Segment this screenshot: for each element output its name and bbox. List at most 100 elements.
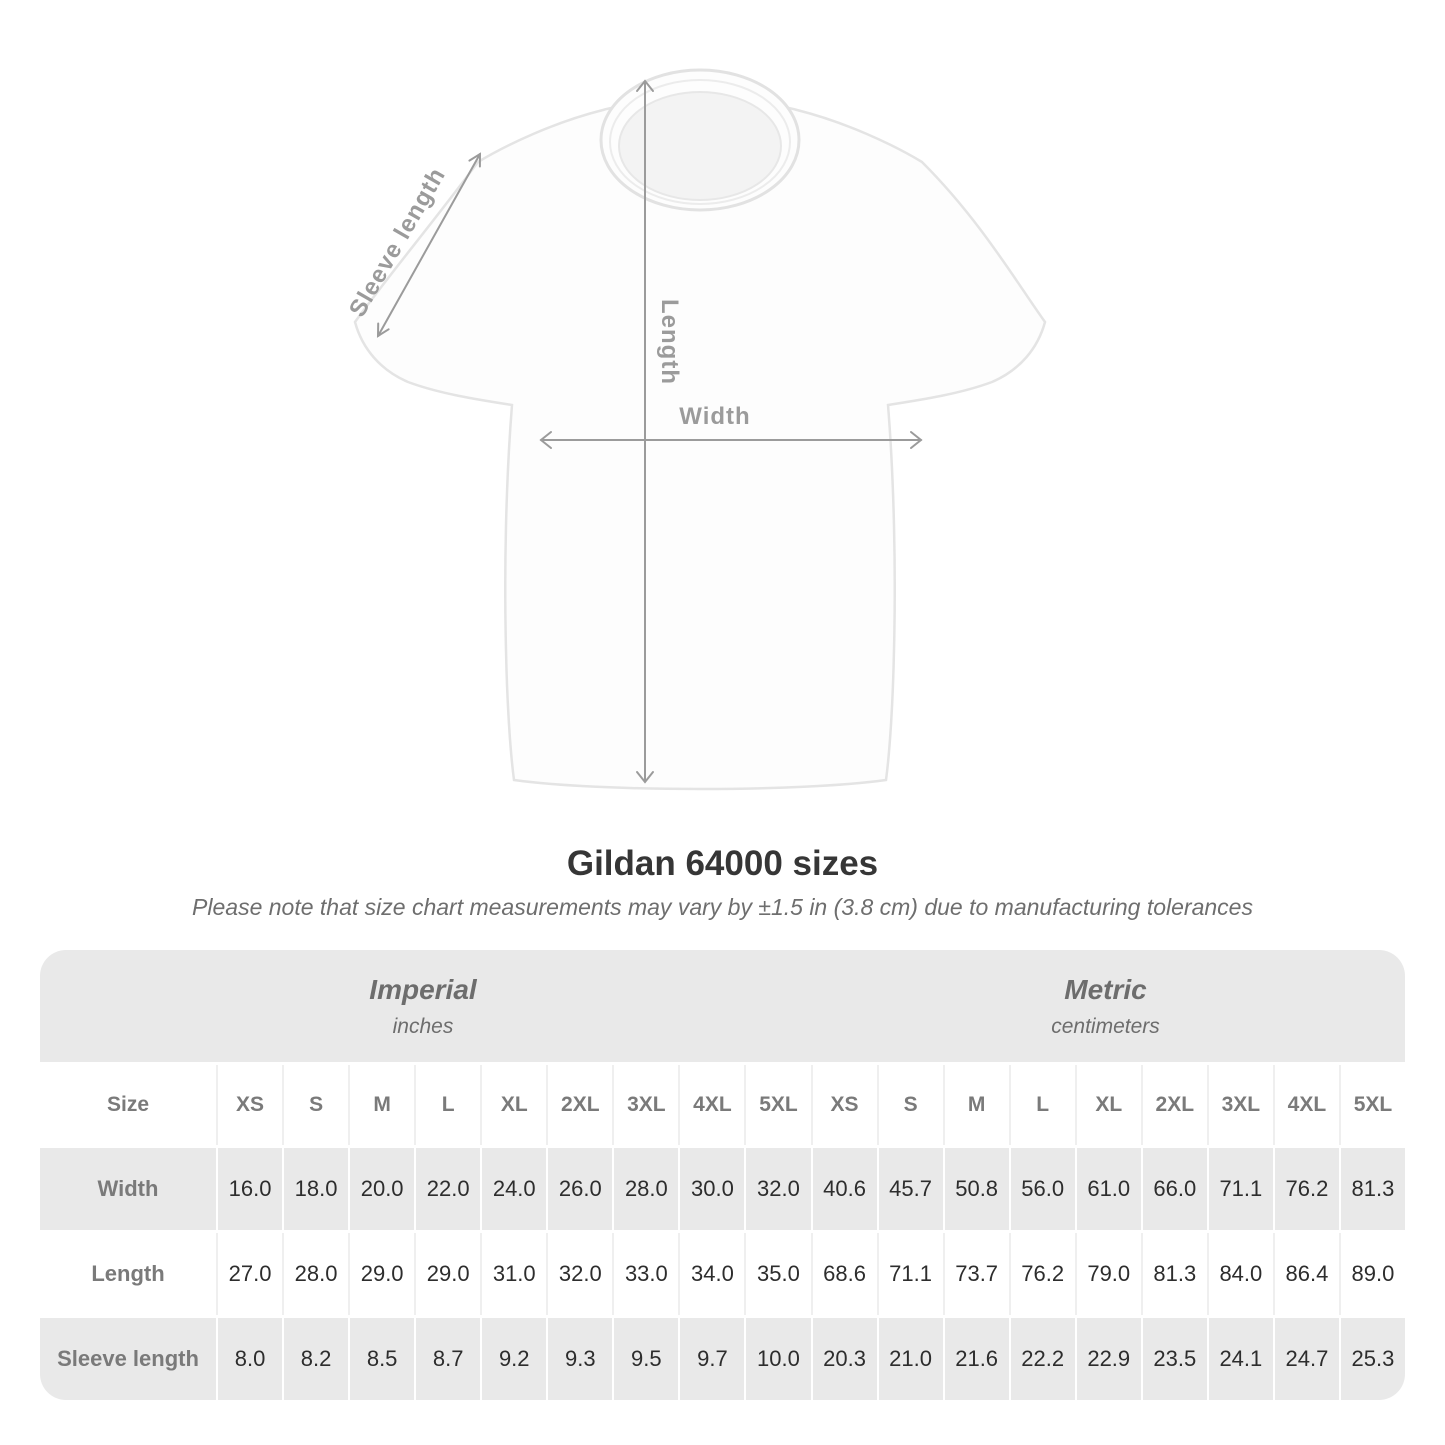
row-label: Sleeve length bbox=[40, 1318, 216, 1400]
size-col-header: M bbox=[350, 1065, 415, 1145]
value-cell: 9.3 bbox=[548, 1318, 613, 1400]
page-title: Gildan 64000 sizes bbox=[566, 844, 879, 883]
size-col-header: 4XL bbox=[1274, 1065, 1339, 1145]
value-cell: 9.5 bbox=[614, 1318, 679, 1400]
size-col-header: M bbox=[944, 1065, 1009, 1145]
value-cell: 21.0 bbox=[878, 1318, 943, 1400]
value-cell: 61.0 bbox=[1076, 1148, 1141, 1230]
sleeve-arrowhead-top bbox=[468, 152, 482, 168]
value-cell: 32.0 bbox=[548, 1233, 613, 1315]
value-cell: 33.0 bbox=[614, 1233, 679, 1315]
size-col-header: 5XL bbox=[746, 1065, 811, 1145]
tshirt-silhouette bbox=[353, 101, 1047, 791]
value-cell: 81.3 bbox=[1142, 1233, 1207, 1315]
unit-group-imperial: Imperial inches bbox=[40, 950, 806, 1062]
row-label: Width bbox=[40, 1148, 216, 1230]
tshirt-measurement-diagram: Length Width Sleeve length bbox=[300, 50, 1100, 840]
size-corner-label: Size bbox=[40, 1065, 216, 1145]
size-col-header: 2XL bbox=[1142, 1065, 1207, 1145]
value-cell: 28.0 bbox=[284, 1233, 349, 1315]
value-cell: 8.0 bbox=[218, 1318, 283, 1400]
width-label: Width bbox=[679, 403, 750, 430]
width-arrowhead-right bbox=[910, 431, 923, 449]
size-col-header: 5XL bbox=[1340, 1065, 1405, 1145]
value-cell: 66.0 bbox=[1142, 1148, 1207, 1230]
value-cell: 18.0 bbox=[284, 1148, 349, 1230]
size-col-header: XS bbox=[218, 1065, 283, 1145]
sleeve-length-arrow bbox=[377, 153, 481, 337]
size-header-row: Size XS S M L XL 2XL 3XL 4XL 5XL XS S M … bbox=[40, 1065, 1405, 1145]
value-cell: 71.1 bbox=[878, 1233, 943, 1315]
value-cell: 31.0 bbox=[482, 1233, 547, 1315]
value-cell: 56.0 bbox=[1010, 1148, 1075, 1230]
size-col-header: L bbox=[416, 1065, 481, 1145]
size-col-header: 4XL bbox=[680, 1065, 745, 1145]
length-arrowhead-bottom bbox=[636, 771, 654, 784]
value-cell: 71.1 bbox=[1208, 1148, 1273, 1230]
value-cell: 22.9 bbox=[1076, 1318, 1141, 1400]
value-cell: 26.0 bbox=[548, 1148, 613, 1230]
value-cell: 22.0 bbox=[416, 1148, 481, 1230]
unit-group-metric: Metric centimeters bbox=[806, 950, 1405, 1062]
value-cell: 25.3 bbox=[1340, 1318, 1405, 1400]
imperial-sublabel: inches bbox=[392, 1014, 454, 1038]
value-cell: 8.5 bbox=[350, 1318, 415, 1400]
metric-sublabel: centimeters bbox=[1051, 1014, 1160, 1038]
value-cell: 68.6 bbox=[812, 1233, 877, 1315]
table-row-length: Length 27.0 28.0 29.0 29.0 31.0 32.0 33.… bbox=[40, 1233, 1405, 1315]
value-cell: 22.2 bbox=[1010, 1318, 1075, 1400]
length-label: Length bbox=[656, 299, 683, 385]
value-cell: 8.7 bbox=[416, 1318, 481, 1400]
size-col-header: S bbox=[284, 1065, 349, 1145]
width-arrowhead-left bbox=[539, 431, 552, 449]
size-col-header: XL bbox=[1076, 1065, 1141, 1145]
size-col-header: XS bbox=[812, 1065, 877, 1145]
collar-opening bbox=[618, 91, 782, 201]
table-row-sleeve-length: Sleeve length 8.0 8.2 8.5 8.7 9.2 9.3 9.… bbox=[40, 1318, 1405, 1400]
value-cell: 9.2 bbox=[482, 1318, 547, 1400]
size-col-header: 3XL bbox=[614, 1065, 679, 1145]
table-row-width: Width 16.0 18.0 20.0 22.0 24.0 26.0 28.0… bbox=[40, 1148, 1405, 1230]
sleeve-arrowhead-bottom bbox=[376, 322, 390, 338]
value-cell: 73.7 bbox=[944, 1233, 1009, 1315]
value-cell: 16.0 bbox=[218, 1148, 283, 1230]
value-cell: 23.5 bbox=[1142, 1318, 1207, 1400]
value-cell: 34.0 bbox=[680, 1233, 745, 1315]
value-cell: 29.0 bbox=[350, 1233, 415, 1315]
value-cell: 24.0 bbox=[482, 1148, 547, 1230]
value-cell: 20.0 bbox=[350, 1148, 415, 1230]
value-cell: 8.2 bbox=[284, 1318, 349, 1400]
size-col-header: 2XL bbox=[548, 1065, 613, 1145]
value-cell: 86.4 bbox=[1274, 1233, 1339, 1315]
value-cell: 81.3 bbox=[1340, 1148, 1405, 1230]
imperial-label: Imperial bbox=[369, 973, 477, 1005]
metric-label: Metric bbox=[1064, 973, 1147, 1005]
value-cell: 40.6 bbox=[812, 1148, 877, 1230]
size-table: Imperial inches Metric centimeters Size … bbox=[40, 950, 1405, 1400]
value-cell: 89.0 bbox=[1340, 1233, 1405, 1315]
value-cell: 20.3 bbox=[812, 1318, 877, 1400]
tolerance-note: Please note that size chart measurements… bbox=[192, 894, 1253, 920]
size-col-header: L bbox=[1010, 1065, 1075, 1145]
value-cell: 50.8 bbox=[944, 1148, 1009, 1230]
length-arrowhead-top bbox=[636, 79, 654, 92]
value-cell: 28.0 bbox=[614, 1148, 679, 1230]
value-cell: 21.6 bbox=[944, 1318, 1009, 1400]
value-cell: 29.0 bbox=[416, 1233, 481, 1315]
value-cell: 32.0 bbox=[746, 1148, 811, 1230]
value-cell: 76.2 bbox=[1010, 1233, 1075, 1315]
collar-rim bbox=[609, 79, 791, 205]
unit-header-band: Imperial inches Metric centimeters bbox=[40, 950, 1405, 1062]
value-cell: 79.0 bbox=[1076, 1233, 1141, 1315]
size-col-header: 3XL bbox=[1208, 1065, 1273, 1145]
value-cell: 30.0 bbox=[680, 1148, 745, 1230]
value-cell: 27.0 bbox=[218, 1233, 283, 1315]
value-cell: 10.0 bbox=[746, 1318, 811, 1400]
value-cell: 45.7 bbox=[878, 1148, 943, 1230]
tshirt-illustration: Length Width Sleeve length bbox=[344, 68, 1047, 791]
value-cell: 24.1 bbox=[1208, 1318, 1273, 1400]
size-col-header: XL bbox=[482, 1065, 547, 1145]
value-cell: 84.0 bbox=[1208, 1233, 1273, 1315]
size-col-header: S bbox=[878, 1065, 943, 1145]
